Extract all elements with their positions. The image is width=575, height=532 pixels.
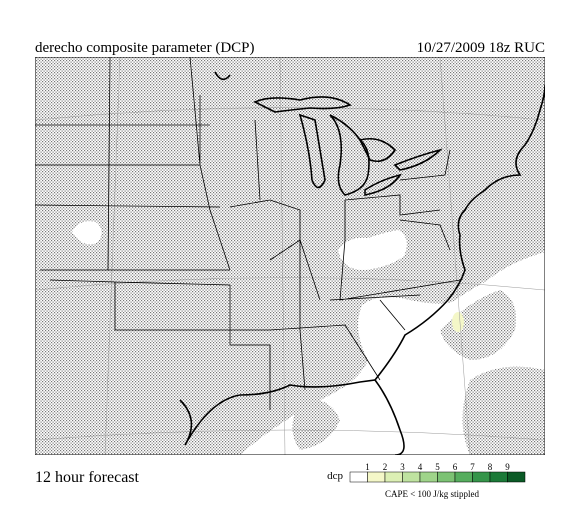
state-borders: [35, 57, 461, 410]
legend-label: 8: [488, 462, 493, 472]
legend-label: 1: [365, 462, 370, 472]
legend-label: 7: [470, 462, 475, 472]
legend-swatch: [489, 471, 508, 483]
legend-label: 5: [435, 462, 440, 472]
legend-swatch: [472, 471, 491, 483]
legend-label: 4: [418, 462, 423, 472]
legend-swatch: [384, 471, 403, 483]
forecast-label: 12 hour forecast: [35, 469, 140, 486]
legend-swatch: [454, 471, 473, 483]
legend-swatch: [507, 471, 526, 483]
map: [35, 57, 545, 455]
coastlines: [179, 71, 545, 455]
legend-label: 6: [453, 462, 458, 472]
legend-label: 2: [383, 462, 388, 472]
legend-swatch: [402, 471, 421, 483]
legend-label: 3: [400, 462, 405, 472]
graticule: [35, 57, 545, 455]
legend-label: 9: [505, 462, 510, 472]
stipple-patches: [292, 290, 545, 455]
dcp-area: [452, 312, 464, 332]
legend-swatch: [419, 471, 438, 483]
valid-time: 10/27/2009 18z RUC: [417, 40, 545, 56]
legend-swatch: [349, 471, 368, 483]
legend-title: dcp: [327, 470, 343, 482]
legend-swatch: [437, 471, 456, 483]
map-title: derecho composite parameter (DCP): [35, 40, 255, 56]
legend: 1 2 3 4 5 6 7 8 9: [349, 462, 526, 483]
legend-swatch: [367, 471, 386, 483]
stipple-note: CAPE < 100 J/kg stippled: [385, 489, 480, 499]
